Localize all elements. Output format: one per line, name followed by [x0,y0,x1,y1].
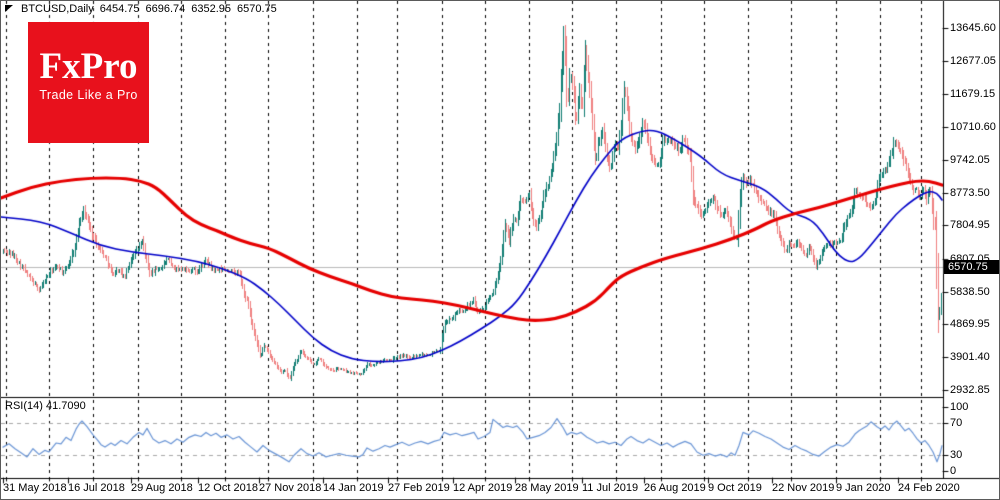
date-axis-label: 12 Apr 2019 [453,482,513,494]
date-axis-label: 27 Nov 2018 [259,482,322,494]
date-axis-label: 28 May 2019 [515,482,579,494]
rsi-axis-label: 0 [950,465,957,477]
price-axis-label: 10710.60 [950,121,996,134]
price-axis-label: 2932.85 [950,383,990,396]
date-axis-label: 14 Jan 2019 [323,482,384,494]
rsi-indicator-label: RSI(14) 41.7090 [5,400,86,412]
date-axis-label: 26 Aug 2019 [644,482,706,494]
date-axis-label: 12 Oct 2018 [198,482,258,494]
current-price-tag: 6570.75 [944,260,999,274]
price-axis-label: 11679.15 [950,88,996,101]
date-axis-label: 31 May 2018 [3,482,67,494]
date-axis-label: 22 Nov 2019 [772,482,835,494]
rsi-axis-label: 70 [950,417,963,429]
price-axis-label: 12677.05 [950,54,996,67]
price-axis-label: 9742.05 [950,153,990,166]
fxpro-logo-brand: FxPro [39,46,138,87]
date-axis-label: 9 Jan 2020 [836,482,891,494]
rsi-axis-label: 30 [950,449,963,461]
chart-expand-icon[interactable] [5,5,13,12]
date-axis-label: 27 Feb 2019 [388,482,450,494]
fxpro-logo: FxPro Trade Like a Pro [28,22,149,143]
high-value: 6696.74 [145,2,186,15]
price-axis-label: 7804.95 [950,219,990,232]
price-axis-label: 13645.60 [950,21,996,34]
chart-title-bar: BTCUSD,Daily 6454.75 6696.74 6352.95 657… [5,2,277,15]
symbol-period-label: BTCUSD,Daily [21,2,94,15]
price-axis-label: 8773.50 [950,186,990,199]
price-axis-label: 3901.40 [950,351,990,364]
close-value: 6570.75 [237,2,277,15]
price-axis-label: 4869.95 [950,318,990,331]
date-axis-label: 29 Aug 2018 [131,482,193,494]
open-value: 6454.75 [99,2,140,15]
price-axis-label: 5838.50 [950,285,990,298]
date-axis-label: 16 Jul 2018 [68,482,125,494]
date-axis-label: 24 Feb 2020 [898,482,960,494]
low-value: 6352.95 [191,2,232,15]
date-axis-label: 9 Oct 2019 [708,482,762,494]
rsi-axis-label: 100 [950,401,969,413]
date-axis-label: 11 Jul 2019 [582,482,639,494]
ohlc-readout: 6454.75 6696.74 6352.95 6570.75 [100,3,277,15]
fxpro-logo-tagline: Trade Like a Pro [39,88,138,102]
